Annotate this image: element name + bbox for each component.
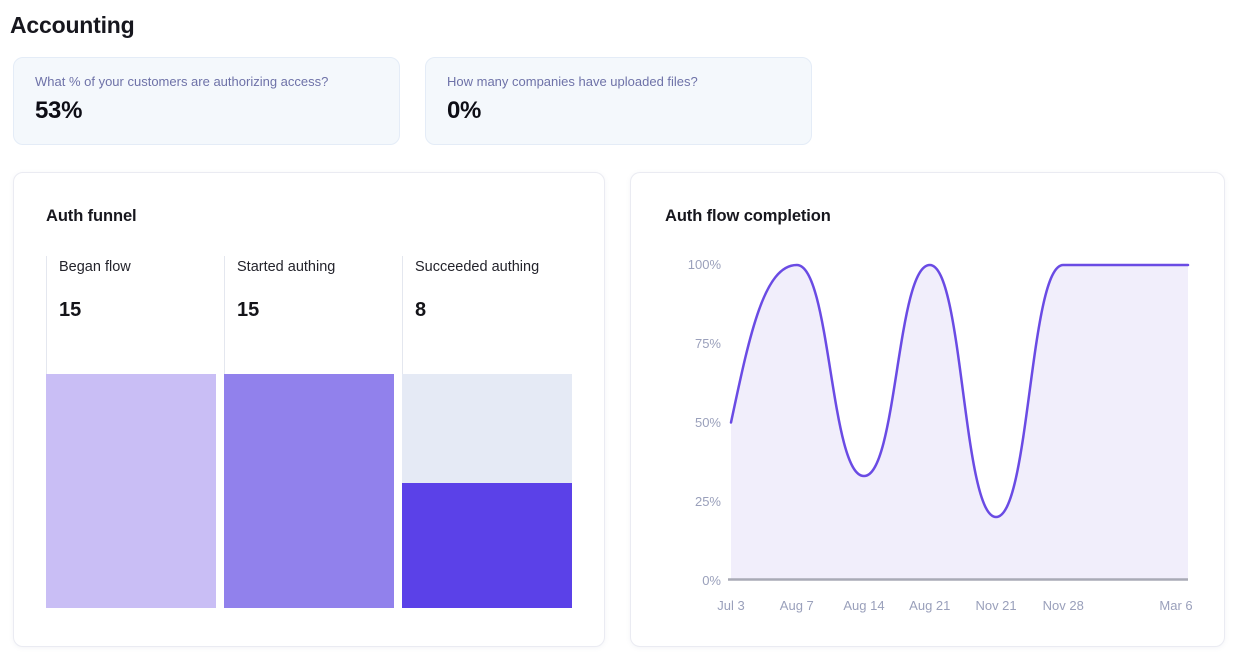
x-tick-label: Nov 21 <box>975 598 1017 613</box>
funnel-bar-fill <box>46 374 216 608</box>
charts-row: Auth funnel Began flow 15 Started authin… <box>13 172 1225 647</box>
chart-x-axis: Jul 3 Aug 7 Aug 14 Aug 21 Nov 21 Nov 28 Mar 6 <box>717 598 1192 616</box>
stat-cards-row: What % of your customers are authorizing… <box>13 57 1225 145</box>
funnel-stage-started-authing: Started authing 15 <box>224 256 394 608</box>
line-chart-title: Auth flow completion <box>665 207 831 225</box>
funnel-stage-label: Succeeded authing <box>415 259 540 275</box>
stat-card-authorizing-access: What % of your customers are authorizing… <box>13 57 400 145</box>
stat-value: 0% <box>447 97 482 124</box>
stat-value: 53% <box>35 97 83 124</box>
x-tick-label: Mar 6 <box>1159 598 1193 613</box>
funnel-stage-began-flow: Began flow 15 <box>46 256 216 608</box>
funnel-bar-track <box>224 374 394 608</box>
chart-area-fill <box>731 265 1188 580</box>
page-title: Accounting <box>10 12 135 38</box>
auth-flow-completion-card: Auth flow completion 100% 75% 50% 25% 0% Jul… <box>630 172 1225 647</box>
y-tick-label: 100% <box>687 257 721 272</box>
funnel-bar-track <box>46 374 216 608</box>
funnel-card-title: Auth funnel <box>46 207 137 225</box>
funnel-stage-succeeded-authing: Succeeded authing 8 <box>402 256 572 608</box>
funnel-stage-value: 15 <box>237 299 260 321</box>
funnel-bar-fill <box>402 483 572 608</box>
x-tick-label: Aug 21 <box>909 598 951 613</box>
completion-area-chart <box>728 263 1190 581</box>
y-tick-label: 25% <box>694 494 721 509</box>
x-tick-label: Aug 7 <box>779 598 814 613</box>
funnel-bar-fill <box>224 374 394 608</box>
funnel-stage-value: 8 <box>415 299 427 321</box>
y-tick-label: 75% <box>694 336 721 351</box>
stat-question: What % of your customers are authorizing… <box>35 74 329 89</box>
x-tick-label: Jul 3 <box>717 598 745 613</box>
funnel-stage-label: Began flow <box>59 259 131 275</box>
y-tick-label: 0% <box>702 573 721 588</box>
funnel-chart: Began flow 15 Started authing 15 Suc <box>46 256 572 608</box>
x-tick-label: Nov 28 <box>1042 598 1084 613</box>
y-tick-label: 50% <box>694 415 721 430</box>
funnel-stage-label: Started authing <box>237 259 336 275</box>
stat-question: How many companies have uploaded files? <box>447 74 698 89</box>
chart-y-axis: 100% 75% 50% 25% 0% <box>631 257 721 588</box>
funnel-stage-value: 15 <box>59 299 82 321</box>
auth-funnel-card: Auth funnel Began flow 15 Started authin… <box>13 172 605 647</box>
funnel-bar-track <box>402 374 572 608</box>
chart-line <box>729 263 1190 519</box>
x-tick-label: Aug 14 <box>843 598 885 613</box>
stat-card-uploaded-files: How many companies have uploaded files? … <box>425 57 812 145</box>
